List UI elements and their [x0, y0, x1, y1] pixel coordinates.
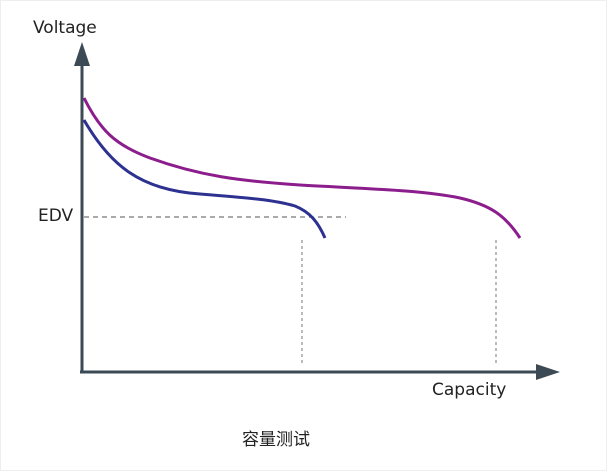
- discharge-curve: [82, 119, 327, 239]
- discharge-curve: [82, 97, 522, 239]
- x-axis-arrow: [536, 364, 560, 380]
- caption: 容量测试: [242, 430, 310, 450]
- x-axis-label: Capacity: [432, 380, 506, 400]
- y-axis-label: Voltage: [33, 18, 97, 38]
- threshold-label: EDV: [38, 206, 74, 226]
- y-axis-arrow: [74, 42, 90, 66]
